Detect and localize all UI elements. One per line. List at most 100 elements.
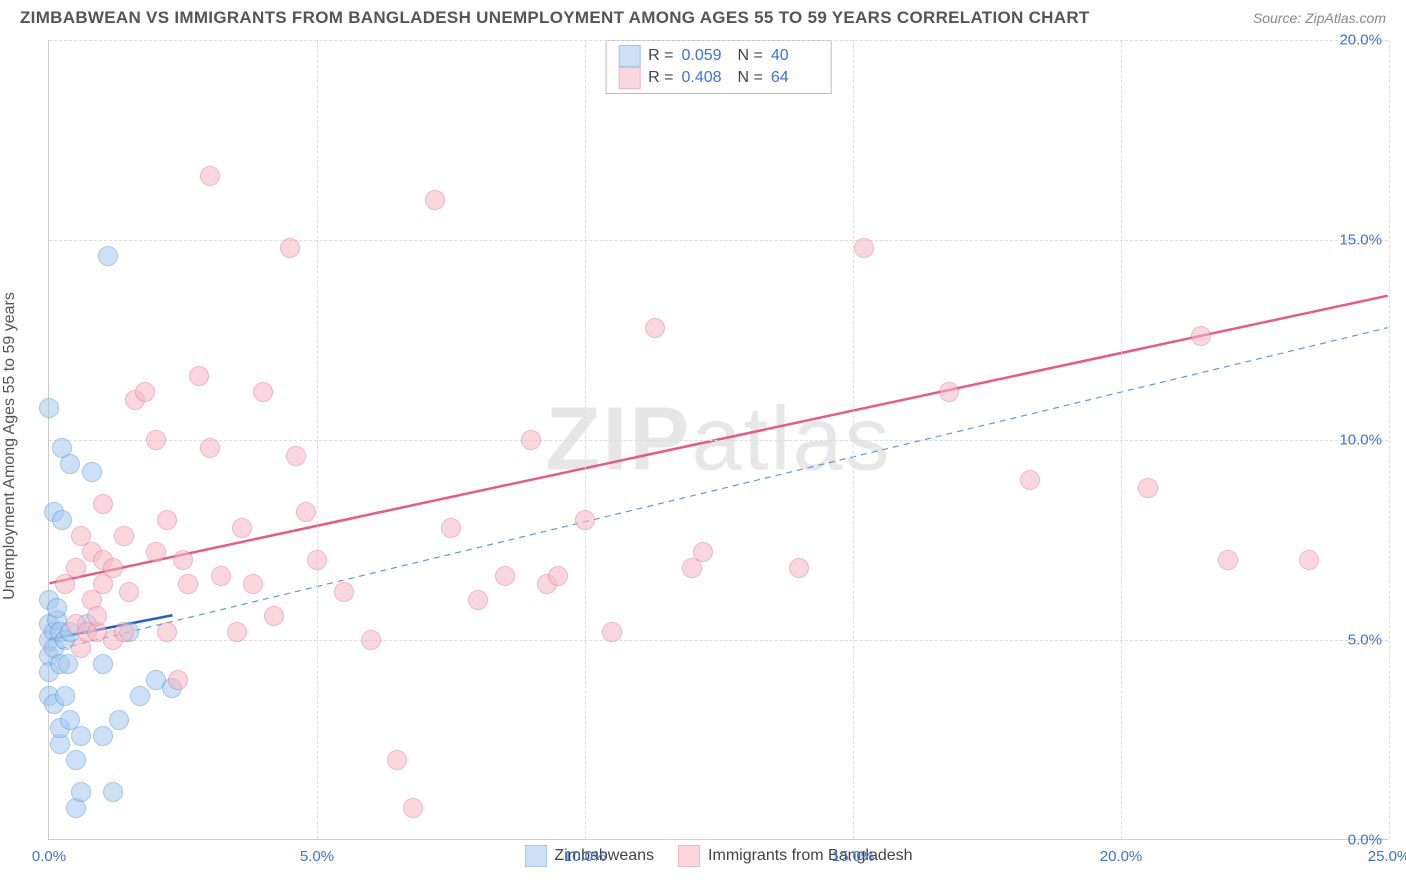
x-tick-label: 25.0% bbox=[1368, 848, 1406, 865]
x-tick-label: 5.0% bbox=[300, 848, 334, 865]
scatter-point-bangladesh bbox=[253, 382, 273, 402]
scatter-point-zimbabweans bbox=[52, 510, 72, 530]
scatter-point-bangladesh bbox=[1020, 470, 1040, 490]
scatter-point-bangladesh bbox=[1218, 550, 1238, 570]
gridline-vertical bbox=[1389, 40, 1390, 839]
gridline-vertical bbox=[853, 40, 854, 839]
trend-line-dashed bbox=[49, 328, 1387, 652]
scatter-point-bangladesh bbox=[1138, 478, 1158, 498]
scatter-point-bangladesh bbox=[1191, 326, 1211, 346]
scatter-point-zimbabweans bbox=[103, 782, 123, 802]
scatter-point-bangladesh bbox=[495, 566, 515, 586]
scatter-point-bangladesh bbox=[602, 622, 622, 642]
scatter-point-zimbabweans bbox=[130, 686, 150, 706]
stat-n-label: N = bbox=[738, 47, 763, 65]
stat-r-value: 0.059 bbox=[682, 47, 730, 65]
scatter-point-bangladesh bbox=[280, 238, 300, 258]
scatter-point-bangladesh bbox=[441, 518, 461, 538]
scatter-point-bangladesh bbox=[146, 430, 166, 450]
scatter-point-bangladesh bbox=[178, 574, 198, 594]
scatter-point-bangladesh bbox=[854, 238, 874, 258]
legend-label: Immigrants from Bangladesh bbox=[708, 847, 913, 865]
gridline-vertical bbox=[1121, 40, 1122, 839]
y-tick-label: 20.0% bbox=[1339, 32, 1382, 49]
scatter-point-bangladesh bbox=[103, 558, 123, 578]
scatter-point-bangladesh bbox=[119, 582, 139, 602]
scatter-point-bangladesh bbox=[189, 366, 209, 386]
scatter-point-zimbabweans bbox=[60, 454, 80, 474]
scatter-point-bangladesh bbox=[168, 670, 188, 690]
x-tick-label: 0.0% bbox=[32, 848, 66, 865]
chart-title: ZIMBABWEAN VS IMMIGRANTS FROM BANGLADESH… bbox=[20, 8, 1090, 28]
scatter-point-zimbabweans bbox=[93, 654, 113, 674]
stat-n-label: N = bbox=[738, 69, 763, 87]
stat-n-value: 40 bbox=[771, 47, 819, 65]
legend-swatch bbox=[678, 845, 700, 867]
scatter-point-zimbabweans bbox=[109, 710, 129, 730]
scatter-point-bangladesh bbox=[114, 526, 134, 546]
scatter-point-bangladesh bbox=[114, 622, 134, 642]
scatter-point-bangladesh bbox=[87, 606, 107, 626]
scatter-point-bangladesh bbox=[425, 190, 445, 210]
scatter-point-zimbabweans bbox=[71, 782, 91, 802]
scatter-point-bangladesh bbox=[387, 750, 407, 770]
scatter-point-bangladesh bbox=[307, 550, 327, 570]
scatter-point-zimbabweans bbox=[98, 246, 118, 266]
scatter-plot: ZIPatlas R =0.059N =40R =0.408N =64 Zimb… bbox=[48, 40, 1388, 840]
stat-r-label: R = bbox=[648, 47, 673, 65]
y-tick-label: 5.0% bbox=[1348, 632, 1382, 649]
scatter-point-bangladesh bbox=[232, 518, 252, 538]
scatter-point-bangladesh bbox=[211, 566, 231, 586]
x-tick-label: 10.0% bbox=[564, 848, 607, 865]
scatter-point-bangladesh bbox=[468, 590, 488, 610]
scatter-point-bangladesh bbox=[135, 382, 155, 402]
scatter-point-bangladesh bbox=[361, 630, 381, 650]
y-tick-label: 0.0% bbox=[1348, 832, 1382, 849]
gridline-horizontal bbox=[49, 40, 1388, 41]
scatter-point-bangladesh bbox=[66, 558, 86, 578]
gridline-horizontal bbox=[49, 640, 1388, 641]
scatter-point-bangladesh bbox=[645, 318, 665, 338]
scatter-point-bangladesh bbox=[789, 558, 809, 578]
scatter-point-bangladesh bbox=[575, 510, 595, 530]
scatter-point-bangladesh bbox=[939, 382, 959, 402]
scatter-point-bangladesh bbox=[1299, 550, 1319, 570]
stats-legend-box: R = 0.059 N = 40 R = 0.408 N = 64 bbox=[605, 40, 832, 94]
y-tick-label: 10.0% bbox=[1339, 432, 1382, 449]
gridline-vertical bbox=[585, 40, 586, 839]
scatter-point-zimbabweans bbox=[39, 398, 59, 418]
stat-n-value: 64 bbox=[771, 69, 819, 87]
scatter-point-zimbabweans bbox=[47, 598, 67, 618]
y-axis-title: Unemployment Among Ages 55 to 59 years bbox=[1, 292, 19, 600]
x-tick-label: 20.0% bbox=[1100, 848, 1143, 865]
y-tick-label: 15.0% bbox=[1339, 232, 1382, 249]
scatter-point-bangladesh bbox=[200, 166, 220, 186]
gridline-horizontal bbox=[49, 240, 1388, 241]
scatter-point-bangladesh bbox=[200, 438, 220, 458]
stat-r-label: R = bbox=[648, 69, 673, 87]
scatter-point-bangladesh bbox=[243, 574, 263, 594]
watermark-bold: ZIP bbox=[545, 389, 691, 489]
legend-swatch bbox=[618, 67, 640, 89]
legend-swatch bbox=[618, 45, 640, 67]
scatter-point-bangladesh bbox=[264, 606, 284, 626]
scatter-point-zimbabweans bbox=[82, 462, 102, 482]
watermark-thin: atlas bbox=[691, 389, 891, 489]
scatter-point-bangladesh bbox=[521, 430, 541, 450]
scatter-point-zimbabweans bbox=[93, 726, 113, 746]
scatter-point-zimbabweans bbox=[55, 686, 75, 706]
scatter-point-bangladesh bbox=[227, 622, 247, 642]
scatter-point-bangladesh bbox=[157, 622, 177, 642]
scatter-point-zimbabweans bbox=[71, 726, 91, 746]
legend-swatch bbox=[524, 845, 546, 867]
scatter-point-bangladesh bbox=[403, 798, 423, 818]
x-tick-label: 15.0% bbox=[832, 848, 875, 865]
scatter-point-bangladesh bbox=[286, 446, 306, 466]
scatter-point-bangladesh bbox=[157, 510, 177, 530]
gridline-vertical bbox=[317, 40, 318, 839]
stats-row-bangladesh: R = 0.408 N = 64 bbox=[618, 67, 819, 89]
gridline-horizontal bbox=[49, 440, 1388, 441]
scatter-point-zimbabweans bbox=[58, 654, 78, 674]
scatter-point-zimbabweans bbox=[66, 750, 86, 770]
stat-r-value: 0.408 bbox=[682, 69, 730, 87]
